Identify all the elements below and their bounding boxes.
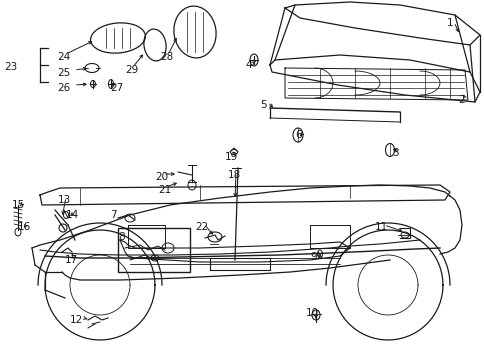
Text: 2: 2 [457,95,464,105]
Text: 8: 8 [118,232,124,242]
Text: 20: 20 [155,172,168,182]
Text: 21: 21 [158,185,171,195]
Text: 7: 7 [110,210,116,220]
Text: 11: 11 [374,222,388,232]
Text: 17: 17 [65,255,78,265]
Text: 26: 26 [57,83,70,93]
Text: 16: 16 [18,222,31,232]
Text: 13: 13 [58,195,71,205]
Text: 23: 23 [4,62,17,72]
Text: 4: 4 [244,60,251,70]
Text: 3: 3 [391,148,398,158]
Text: 6: 6 [294,130,301,140]
Text: 19: 19 [225,152,238,162]
Text: 27: 27 [110,83,123,93]
Text: 5: 5 [259,100,266,110]
Text: 1: 1 [446,18,453,28]
Text: 9: 9 [309,252,316,262]
Text: 18: 18 [227,170,241,180]
Text: 29: 29 [125,65,138,75]
Text: 12: 12 [70,315,83,325]
Text: 15: 15 [12,200,25,210]
Text: 28: 28 [160,52,173,62]
Text: 10: 10 [305,308,318,318]
Text: 22: 22 [195,222,208,232]
Text: 24: 24 [57,52,70,62]
Text: 14: 14 [66,210,79,220]
Text: 25: 25 [57,68,70,78]
